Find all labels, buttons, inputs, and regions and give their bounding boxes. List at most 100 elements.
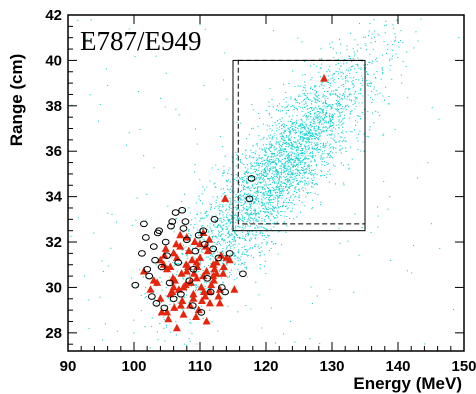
open-circle-point [185,277,194,284]
red-triangle-point [157,307,166,316]
red-triangle-point [202,316,211,325]
open-circle-point [179,225,188,232]
open-circle-events [131,175,256,316]
red-triangle-point [221,194,230,202]
open-circle-point [163,252,171,259]
open-circle-point [145,272,154,280]
red-triangle-point [166,262,175,270]
red-triangle-point [219,269,228,277]
x-tick-label: 100 [121,358,146,375]
red-triangle-point [215,298,224,307]
red-triangle-point [169,248,178,257]
open-circle-point [151,256,160,264]
open-circle-point [203,275,212,282]
open-circle-point [221,288,229,296]
red-triangle-events [139,74,329,332]
red-triangle-point [215,285,224,293]
red-triangle-point [176,301,185,309]
red-triangle-point [178,296,187,305]
x-tick-label: 130 [319,358,344,375]
red-triangle-point [186,278,195,286]
open-circle-point [147,293,156,300]
open-circle-point [181,218,190,225]
open-circle-point [140,220,148,228]
red-triangle-point [170,303,179,311]
red-triangle-point [202,267,211,275]
red-triangle-point [230,285,239,293]
open-circle-point [245,195,254,203]
open-circle-point [168,218,177,225]
x-axis-label: Energy (MeV) [353,374,462,393]
plot-frame [67,14,465,352]
open-circle-point [209,245,218,253]
red-triangle-point [217,251,226,259]
red-triangle-point [205,235,214,243]
open-circle-point [141,234,150,241]
red-triangle-point [159,260,168,268]
open-circle-point [194,231,203,239]
open-circle-point [247,175,256,182]
open-circle-point [138,250,146,257]
red-triangle-point [164,314,173,323]
red-triangle-point [193,262,202,270]
red-triangle-point [201,242,210,250]
red-triangle-point [188,255,197,264]
red-triangle-point [189,289,198,298]
open-circle-point [143,265,152,273]
open-circle-point [189,265,198,273]
red-triangle-point [177,269,186,277]
open-circle-point [210,216,219,223]
red-triangle-point [160,251,169,259]
y-tick-label: 40 [45,52,62,69]
x-tick-label: 150 [451,358,476,375]
red-triangle-point [190,269,199,277]
open-circle-point [167,222,175,230]
red-triangle-point [196,253,204,261]
open-circle-point [191,247,200,255]
red-triangle-point [156,294,165,302]
red-triangle-point [176,242,185,250]
y-tick-label: 32 [45,234,62,251]
red-triangle-point [149,276,158,284]
red-triangle-point [203,246,212,255]
red-triangle-point [163,264,171,273]
cyan-dots [70,18,460,349]
red-triangle-point [184,246,193,255]
y-tick-label: 30 [45,279,62,296]
red-triangle-point [172,253,181,261]
red-triangle-point [166,289,175,298]
red-triangle-point [146,285,155,293]
y-axis-label: Range (cm) [7,54,26,147]
red-triangle-point [179,282,188,291]
red-triangle-point [176,230,185,239]
open-circle-point [188,302,197,309]
open-circle-point [165,279,174,287]
red-triangle-point [182,267,191,275]
open-circle-point [149,243,158,250]
open-circle-point [152,300,161,307]
red-triangle-point [320,74,329,82]
red-triangle-point [225,255,234,264]
red-triangle-point [172,239,181,248]
red-triangle-point [201,292,210,300]
red-triangle-point [209,271,218,280]
y-tick-label: 42 [45,7,62,24]
open-circle-point [169,295,178,303]
open-circle-point [161,238,170,246]
cyan-signal-region-points [70,18,460,349]
red-triangle-point [192,273,201,282]
x-tick-label: 90 [60,358,77,375]
open-circle-point [131,281,140,289]
open-circle-point [171,209,180,216]
y-tick-label: 38 [45,98,62,115]
red-triangle-point [199,287,208,295]
red-triangle-point [197,296,206,305]
red-triangle-point [199,271,208,280]
open-circle-point [174,259,183,266]
open-circle-point [225,250,234,257]
open-circle-point [197,309,206,316]
red-triangle-point [205,298,214,307]
red-triangle-point [192,257,201,266]
red-triangle-point [169,282,178,291]
